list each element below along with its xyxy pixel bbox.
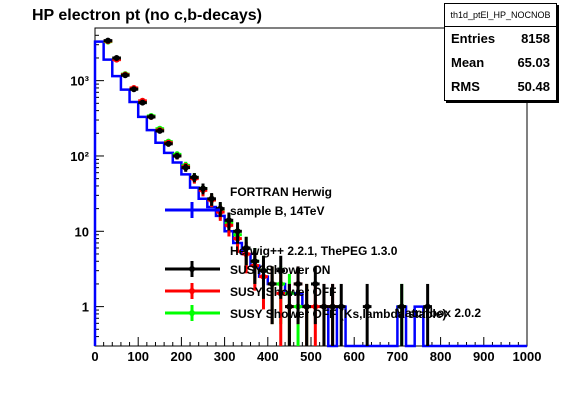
- legend-entry-4-marker: [189, 310, 195, 316]
- x-tick-label: 200: [171, 349, 193, 364]
- y-tick-label: 1: [82, 300, 89, 315]
- x-tick-label: 400: [257, 349, 279, 364]
- point-susy-shower-on: [165, 140, 172, 147]
- x-tick-label: 100: [127, 349, 149, 364]
- point-susy-shower-on: [182, 164, 189, 171]
- point-susy-shower-on: [191, 174, 198, 181]
- point-susy-shower-on: [130, 86, 137, 93]
- point-susy-shower-on: [208, 195, 215, 202]
- point-susy-shower-on: [312, 280, 319, 287]
- rms-label: RMS: [451, 79, 480, 94]
- x-tick-label: 300: [214, 349, 236, 364]
- point-susy-shower-on: [234, 228, 241, 235]
- y-tick-label: 10: [75, 224, 89, 239]
- point-susy-shower-on: [260, 267, 267, 274]
- point-susy-shower-on: [277, 267, 284, 274]
- chart-title: HP electron pt (no c,b-decays): [32, 7, 262, 24]
- legend-entry-2-label: SUSY Shower ON: [230, 263, 330, 277]
- legend-entry-3-marker: [189, 288, 195, 294]
- x-tick-label: 500: [300, 349, 322, 364]
- point-susy-shower-on: [156, 127, 163, 134]
- mean-value: 65.03: [517, 55, 550, 70]
- legend-header-fortran: FORTRAN Herwig: [230, 185, 332, 199]
- point-susy-shower-on: [320, 303, 327, 310]
- point-susy-shower-on: [243, 245, 250, 252]
- point-susy-shower-on: [338, 303, 345, 310]
- rms-value: 50.48: [517, 79, 550, 94]
- legend-overlap-text: Matchbox 2.0.2: [395, 306, 481, 320]
- legend-entry-3-label: SUSY Shower OFF: [230, 285, 336, 299]
- point-susy-shower-on: [200, 185, 206, 192]
- entries-label: Entries: [451, 31, 496, 46]
- y-tick-label: 10³: [70, 74, 89, 89]
- legend-entry-4-label: SUSY Shower OFF (Ks,lambda stable): [230, 307, 447, 321]
- histogram-name: th1d_ptEl_HP_NOCNOB: [445, 4, 556, 27]
- point-susy-shower-on: [398, 303, 405, 310]
- stats-box: th1d_ptEl_HP_NOCNOB Entries 8158 Mean 65…: [444, 3, 557, 101]
- stats-entries-row: Entries 8158: [445, 27, 556, 51]
- y-tick-label: 10²: [70, 149, 89, 164]
- point-susy-shower-on: [225, 217, 232, 224]
- point-susy-shower-on: [295, 280, 302, 287]
- mean-label: Mean: [451, 55, 485, 70]
- x-tick-label: 1000: [513, 349, 542, 364]
- x-tick-label: 700: [387, 349, 409, 364]
- x-tick-label: 0: [91, 349, 98, 364]
- legend-entry-1-label: sample B, 14TeV: [230, 204, 325, 218]
- point-susy-shower-on: [364, 303, 371, 310]
- point-susy-shower-on: [269, 280, 276, 287]
- x-tick-label: 800: [430, 349, 452, 364]
- point-susy-shower-on: [104, 37, 111, 44]
- legend: FORTRAN Herwig Herwig++ 2.2.1, ThePEG 1.…: [165, 185, 481, 321]
- point-susy-shower-on: [139, 99, 146, 106]
- legend-header-herwigpp: Herwig++ 2.2.1, ThePEG 1.3.0: [230, 244, 398, 258]
- plot-area: 0 100 200 300 400 500 600 700 800 900 1000 1 10 10² 10…: [70, 27, 542, 364]
- point-susy-shower-on: [329, 303, 336, 310]
- point-susy-shower-on: [286, 303, 293, 310]
- legend-entry-2-marker: [189, 266, 195, 272]
- x-tick-label: 900: [473, 349, 495, 364]
- point-susy-shower-on: [424, 303, 431, 310]
- point-susy-shower-on: [113, 54, 120, 61]
- stats-mean-row: Mean 65.03: [445, 51, 556, 75]
- point-susy-shower-on: [303, 303, 310, 310]
- point-susy-shower-on: [122, 72, 129, 79]
- stats-rms-row: RMS 50.48: [445, 75, 556, 99]
- x-tick-label: 600: [343, 349, 365, 364]
- point-susy-shower-on: [148, 113, 155, 120]
- point-susy-shower-on: [251, 258, 258, 265]
- entries-value: 8158: [521, 31, 550, 46]
- point-susy-shower-on: [174, 152, 181, 159]
